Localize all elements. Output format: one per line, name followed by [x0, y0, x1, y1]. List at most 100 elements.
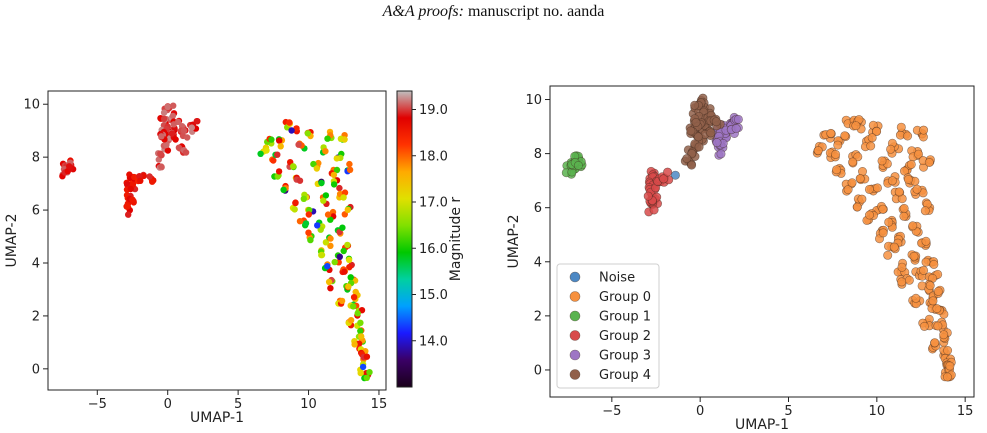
scatter-point [327, 285, 334, 292]
scatter-point [363, 374, 370, 381]
colorbar-label: Magnitude r [448, 197, 464, 282]
scatter-point [643, 191, 653, 201]
scatter-point [352, 288, 359, 296]
scatter-point [733, 114, 743, 124]
scatter-point [359, 363, 367, 371]
scatter-point [833, 140, 843, 150]
scatter-point [711, 117, 721, 127]
journal-name: A&A proofs: [382, 3, 464, 20]
scatter-point [277, 143, 284, 150]
legend-marker [569, 310, 581, 322]
scatter-point [706, 128, 716, 138]
scatter-point [324, 211, 332, 218]
left-xtick-label: 0 [164, 397, 172, 412]
scatter-point [878, 228, 888, 238]
scatter-point [322, 192, 330, 199]
scatter-point [345, 256, 353, 264]
scatter-point [288, 127, 295, 134]
left-ytick-label: 4 [32, 256, 40, 271]
scatter-point [932, 304, 942, 314]
scatter-point [305, 229, 312, 236]
scatter-point [168, 130, 176, 137]
legend-label: Group 4 [599, 368, 651, 383]
scatter-point [731, 124, 741, 134]
scatter-point [878, 204, 888, 214]
scatter-point [363, 353, 371, 360]
scatter-point [366, 369, 373, 376]
scatter-point [843, 185, 853, 195]
scatter-point [325, 278, 333, 286]
scatter-point [872, 183, 882, 193]
scatter-point [336, 253, 343, 260]
scatter-point [945, 361, 955, 371]
scatter-point [347, 317, 355, 324]
scatter-point [169, 112, 177, 120]
scatter-point [315, 159, 322, 167]
scatter-point [293, 125, 300, 132]
scatter-point [919, 321, 929, 331]
scatter-point [163, 141, 170, 149]
scatter-point [341, 211, 348, 218]
right-ytick-label: 0 [534, 363, 542, 378]
legend-marker [569, 369, 581, 380]
scatter-point [929, 259, 939, 269]
scatter-point [354, 310, 361, 317]
left-xtick-label: −5 [88, 397, 107, 412]
scatter-point [286, 119, 293, 126]
scatter-point [897, 277, 907, 287]
scatter-point [899, 203, 909, 213]
scatter-point [339, 224, 346, 231]
right-xtick-label: 5 [784, 404, 792, 419]
scatter-point [897, 262, 907, 272]
scatter-point [933, 321, 943, 331]
scatter-point [883, 250, 893, 260]
scatter-point [158, 133, 165, 140]
scatter-point [347, 274, 354, 281]
legend-label: Group 0 [599, 290, 651, 305]
legend-marker [569, 271, 581, 283]
scatter-point [318, 251, 326, 259]
scatter-point [327, 242, 334, 249]
scatter-point [939, 330, 949, 340]
scatter-point [358, 333, 365, 340]
scatter-point [346, 166, 354, 173]
scatter-point [847, 178, 857, 188]
scatter-point [933, 286, 943, 296]
left-xtick-label: 15 [371, 397, 388, 412]
scatter-point [170, 102, 177, 109]
scatter-point [158, 163, 165, 170]
scatter-point [351, 341, 358, 348]
scatter-point [920, 206, 930, 216]
right-plot-frame [549, 85, 975, 398]
page-header: A&A proofs: manuscript no. aanda [0, 3, 987, 21]
scatter-point [290, 163, 297, 170]
left-xtick-label: 5 [234, 397, 242, 412]
scatter-point [716, 149, 726, 159]
scatter-point [649, 205, 659, 215]
scatter-point [333, 166, 341, 174]
scatter-point [690, 100, 700, 110]
scatter-point [268, 136, 275, 143]
scatter-point [346, 264, 353, 271]
colorbar-tick-label: 19.0 [419, 103, 448, 118]
scatter-point [670, 170, 680, 180]
colorbar-tick-label: 18.0 [419, 149, 448, 164]
scatter-point [324, 263, 331, 270]
scatter-point [295, 141, 302, 148]
right-xlabel: UMAP-1 [735, 417, 789, 433]
scatter-point [336, 184, 343, 192]
scatter-point [310, 160, 317, 168]
right-ylabel: UMAP-2 [506, 215, 522, 269]
scatter-point [867, 133, 877, 143]
scatter-point [344, 241, 351, 249]
scatter-point [350, 303, 357, 310]
scatter-point [919, 125, 929, 135]
scatter-point [300, 195, 307, 202]
scatter-point [919, 265, 929, 275]
scatter-point [866, 141, 876, 151]
scatter-point [66, 163, 73, 170]
umap-groups-panel: −5 0 5 10 15 0 2 4 6 8 10 UMAP-1 UMAP-2 Noise Group 0 G… [506, 85, 975, 433]
scatter-point [350, 294, 358, 301]
scatter-point [686, 126, 696, 136]
umap-magnitude-panel: −5 0 5 10 15 0 2 4 6 8 10 UMAP-1 UMAP-2 14.0 15.0 16.0 1… [4, 90, 464, 426]
